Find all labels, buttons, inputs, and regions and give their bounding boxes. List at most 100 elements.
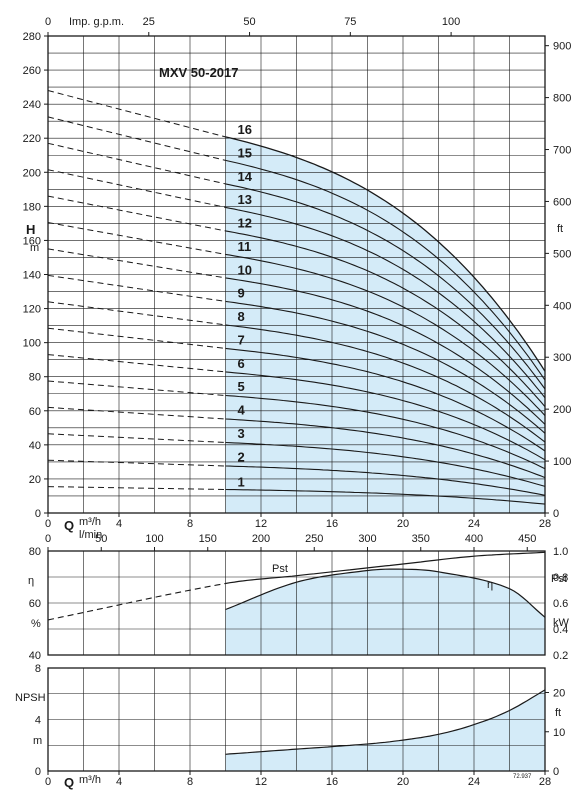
x-tick-label-bottom: 24	[468, 776, 480, 788]
y-tick-label: 240	[23, 99, 41, 111]
eta-curve-label: η	[487, 579, 493, 591]
ft-unit-label: ft	[557, 223, 563, 235]
x-tick-label-bottom: 28	[539, 776, 551, 788]
ft-tick-label: 600	[553, 196, 571, 208]
q-axis-label: Q	[64, 518, 74, 533]
head-curve-dashed-14	[47, 142, 226, 185]
plot-frame-3	[47, 667, 546, 772]
npsh-ft-tick-label: 10	[553, 727, 565, 739]
chart-title: MXV 50-2017	[159, 65, 239, 80]
lmin-tick-label: 250	[305, 533, 323, 545]
y-tick-label: 160	[23, 235, 41, 247]
y-tick-label: 120	[23, 304, 41, 316]
y-tick-label: 200	[23, 167, 41, 179]
x-tick-label-bottom: 8	[187, 776, 193, 788]
eta-tick-label: 80	[29, 546, 41, 558]
top-axis-label: Imp. g.p.m.	[69, 16, 124, 28]
stage-label-13: 13	[238, 192, 252, 207]
stage-label-1: 1	[238, 475, 245, 490]
ft-tick-label: 200	[553, 404, 571, 416]
ft-tick-label: 800	[553, 93, 571, 105]
lmin-tick-label: 300	[358, 533, 376, 545]
npsh-ft-tick-label: 0	[553, 766, 559, 778]
ft-tick-label: 900	[553, 41, 571, 53]
lmin-tick-label: 50	[95, 533, 107, 545]
top-tick-label: 0	[45, 16, 51, 28]
q-axis-label-bottom: Q	[64, 775, 74, 790]
x-tick-label-bottom: 0	[45, 776, 51, 788]
y-tick-label: 20	[29, 474, 41, 486]
y-tick-label: 80	[29, 372, 41, 384]
x-tick-label: 4	[116, 518, 122, 530]
head-curve-dashed-1	[47, 486, 226, 490]
y-tick-label: 260	[23, 65, 41, 77]
q-unit-label: m³/h	[79, 516, 101, 528]
x-tick-label: 28	[539, 518, 551, 530]
pst-curve	[225, 551, 546, 585]
head-curve-7	[225, 347, 546, 452]
head-curve-12	[225, 230, 546, 408]
head-curve-9	[225, 300, 546, 434]
head-curve-13	[225, 206, 546, 399]
head-curve-15	[225, 159, 546, 381]
lmin-tick-label: 200	[252, 533, 270, 545]
stage-label-3: 3	[238, 426, 245, 441]
stage-label-11: 11	[238, 239, 252, 254]
pst-tick-label: 1.0	[553, 546, 568, 558]
top-tick-label: 50	[243, 16, 255, 28]
head-curve-16	[225, 136, 546, 372]
stage-label-8: 8	[238, 309, 245, 324]
y-tick-label: 0	[35, 508, 41, 520]
pst-axis-label: Pst	[551, 573, 567, 585]
head-curve-dashed-8	[47, 301, 226, 326]
y-tick-label: 280	[23, 31, 41, 43]
head-curve-dashed-3	[47, 433, 226, 443]
npsh-ft-tick-label: 20	[553, 688, 565, 700]
top-tick-label: 100	[442, 16, 460, 28]
head-curve-dashed-4	[47, 406, 226, 420]
ft-tick-label: 0	[553, 508, 559, 520]
x-tick-label-bottom: 16	[326, 776, 338, 788]
stage-label-9: 9	[238, 286, 245, 301]
q-unit-label-bottom: m³/h	[79, 774, 101, 786]
x-tick-label: 12	[255, 518, 267, 530]
y-tick-label: 100	[23, 338, 41, 350]
head-curve-dashed-9	[47, 274, 226, 302]
pst-curve-dashed	[47, 582, 226, 621]
stage-label-15: 15	[238, 145, 252, 160]
pst-tick-label: 0.8	[553, 572, 568, 584]
y-tick-label: 220	[23, 133, 41, 145]
pst-tick-label: 0.6	[553, 598, 568, 610]
head-curve-10	[225, 277, 546, 425]
head-curve-dashed-11	[47, 222, 226, 255]
npsh-area-fill	[225, 689, 545, 771]
ft-tick-label: 400	[553, 300, 571, 312]
head-curve-1	[225, 488, 546, 505]
stage-label-7: 7	[238, 332, 245, 347]
pst-curve-label: Pst	[272, 563, 288, 575]
head-curve-14	[225, 183, 546, 390]
kw-unit-label: kW	[553, 617, 570, 629]
lmin-tick-label: 400	[465, 533, 483, 545]
head-curve-3	[225, 441, 546, 487]
y-tick-label: 180	[23, 201, 41, 213]
npsh-axis-label: NPSH	[15, 692, 46, 704]
y-tick-label: 140	[23, 270, 41, 282]
head-curve-dashed-13	[47, 169, 226, 208]
head-curve-dashed-15	[47, 116, 226, 161]
eta-tick-label: 40	[29, 650, 41, 662]
eta-axis-label: η	[28, 575, 34, 587]
npsh-curve	[225, 689, 546, 755]
h-axis-label: H	[26, 222, 35, 237]
lmin-tick-label: 450	[518, 533, 536, 545]
head-curve-8	[225, 324, 546, 443]
stage-label-16: 16	[238, 122, 252, 137]
lmin-label: l/min	[79, 529, 102, 541]
pst-tick-label: 0.2	[553, 650, 568, 662]
lmin-tick-label: 150	[199, 533, 217, 545]
x-tick-label: 8	[187, 518, 193, 530]
operating-area-fill	[225, 136, 545, 513]
x-tick-label: 16	[326, 518, 338, 530]
